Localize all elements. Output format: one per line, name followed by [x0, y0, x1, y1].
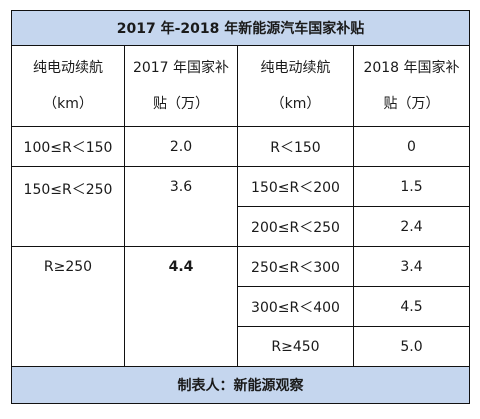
range-2018-cell: R＜150 — [237, 126, 354, 167]
range-2017-cell: 150≤R＜250 — [11, 166, 125, 247]
table-title: 2017 年-2018 年新能源汽车国家补贴 — [11, 10, 470, 46]
range-2018-cell: 250≤R＜300 — [237, 246, 354, 287]
table-row: 300≤R＜400 4.5 — [12, 286, 470, 327]
header-subsidy-2018: 2018 年国家补 贴（万） — [353, 45, 470, 127]
table-row: R≥450 5.0 — [12, 326, 470, 367]
subsidy-2018-cell: 5.0 — [353, 326, 470, 367]
range-2018-cell: 150≤R＜200 — [237, 166, 354, 207]
subsidy-2017-cell: 4.4 — [124, 246, 238, 367]
subsidy-2018-cell: 0 — [353, 126, 470, 167]
header-range-2017: 纯电动续航 （km） — [11, 45, 125, 127]
subsidy-2018-cell: 4.5 — [353, 286, 470, 327]
table-row: 200≤R＜250 2.4 — [12, 206, 470, 247]
table-row: 150≤R＜250 3.6 150≤R＜200 1.5 — [11, 166, 470, 247]
range-2017-cell: 100≤R＜150 — [11, 126, 125, 167]
subsidy-2017-cell: 3.6 — [124, 166, 238, 247]
range-2018-cell: R≥450 — [237, 326, 354, 367]
table-footer: 制表人：新能源观察 — [11, 366, 470, 404]
subsidy-table-container: 2017 年-2018 年新能源汽车国家补贴 纯电动续航 （km） 2017 年… — [11, 10, 470, 404]
header-subsidy-2018-line2: 贴（万） — [383, 96, 440, 112]
header-range-2018-line1: 纯电动续航 — [260, 60, 331, 76]
range-2018-cell: 300≤R＜400 — [237, 286, 354, 327]
subsidy-2018-cell: 3.4 — [353, 246, 470, 287]
subsidy-2017-cell: 2.0 — [124, 126, 238, 167]
header-range-2017-line2: （km） — [43, 96, 93, 112]
table-row: R≥250 4.4 250≤R＜300 3.4 — [11, 246, 470, 367]
range-2017-cell: R≥250 — [11, 246, 125, 367]
table-row: 100≤R＜150 2.0 R＜150 0 — [11, 126, 470, 167]
header-subsidy-2017: 2017 年国家补 贴（万） — [124, 45, 238, 127]
header-range-2018-line2: （km） — [270, 96, 321, 112]
header-subsidy-2018-line1: 2018 年国家补 — [363, 60, 460, 76]
subsidy-table: 2017 年-2018 年新能源汽车国家补贴 纯电动续航 （km） 2017 年… — [11, 10, 470, 404]
header-subsidy-2017-line2: 贴（万） — [153, 96, 209, 112]
header-subsidy-2017-line1: 2017 年国家补 — [132, 60, 230, 76]
subsidy-2018-cell: 2.4 — [353, 206, 470, 247]
header-range-2018: 纯电动续航 （km） — [237, 45, 354, 127]
subsidy-2018-cell: 1.5 — [353, 166, 470, 207]
header-range-2017-line1: 纯电动续航 — [33, 60, 103, 76]
range-2018-cell: 200≤R＜250 — [237, 206, 354, 247]
